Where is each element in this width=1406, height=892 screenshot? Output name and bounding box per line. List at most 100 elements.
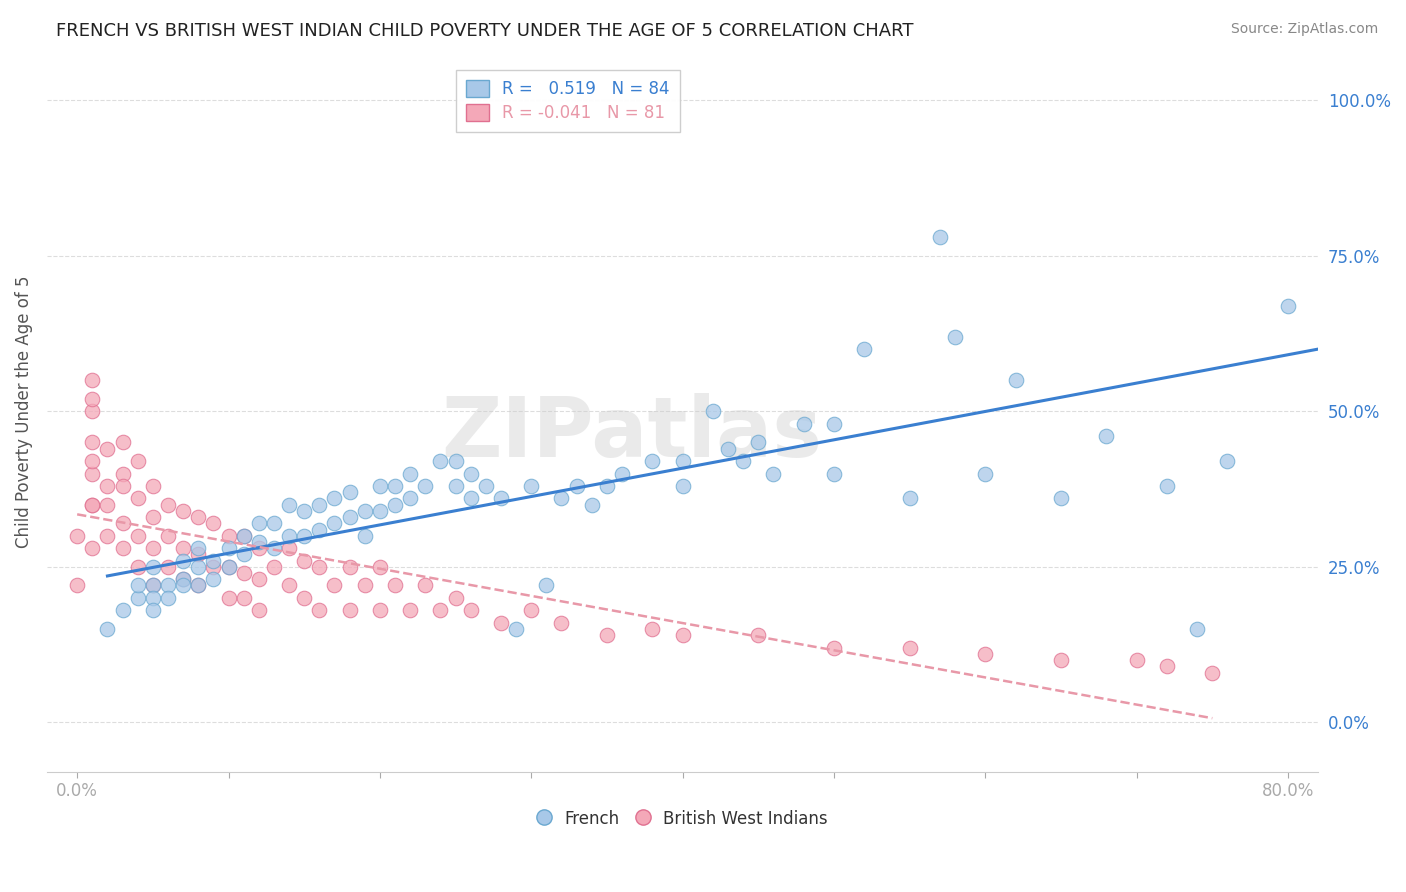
Point: [399, 491, 422, 506]
Point: [1125, 653, 1147, 667]
Point: [413, 578, 436, 592]
Point: [218, 529, 240, 543]
Legend: French, British West Indians: French, British West Indians: [530, 801, 835, 836]
Point: [1185, 622, 1208, 636]
Point: [232, 591, 254, 605]
Text: ZIPatlas: ZIPatlas: [441, 392, 823, 474]
Point: [82, 373, 104, 387]
Point: [127, 491, 149, 506]
Point: [823, 417, 845, 431]
Point: [429, 454, 451, 468]
Point: [187, 510, 209, 524]
Point: [127, 529, 149, 543]
Point: [1050, 653, 1073, 667]
Point: [368, 603, 391, 617]
Point: [1050, 491, 1073, 506]
Point: [111, 479, 134, 493]
Point: [323, 578, 346, 592]
Point: [232, 529, 254, 543]
Point: [172, 578, 194, 592]
Point: [384, 498, 406, 512]
Point: [793, 417, 815, 431]
Point: [156, 591, 179, 605]
Point: [747, 435, 769, 450]
Point: [278, 529, 301, 543]
Point: [368, 559, 391, 574]
Point: [278, 578, 301, 592]
Point: [82, 467, 104, 481]
Point: [292, 504, 315, 518]
Point: [671, 628, 693, 642]
Point: [823, 640, 845, 655]
Point: [142, 559, 165, 574]
Point: [444, 591, 467, 605]
Point: [928, 230, 950, 244]
Point: [82, 435, 104, 450]
Point: [943, 330, 966, 344]
Point: [339, 485, 361, 500]
Point: [142, 479, 165, 493]
Point: [111, 435, 134, 450]
Point: [898, 491, 921, 506]
Point: [429, 603, 451, 617]
Point: [353, 529, 375, 543]
Point: [384, 479, 406, 493]
Point: [172, 504, 194, 518]
Point: [733, 454, 755, 468]
Point: [292, 591, 315, 605]
Point: [308, 603, 330, 617]
Point: [142, 603, 165, 617]
Point: [187, 578, 209, 592]
Point: [218, 591, 240, 605]
Point: [187, 559, 209, 574]
Point: [96, 479, 118, 493]
Point: [111, 603, 134, 617]
Point: [96, 622, 118, 636]
Point: [489, 615, 512, 630]
Point: [671, 454, 693, 468]
Point: [853, 342, 876, 356]
Point: [247, 535, 270, 549]
Point: [641, 622, 664, 636]
Point: [308, 523, 330, 537]
Point: [142, 578, 165, 592]
Point: [156, 559, 179, 574]
Point: [142, 591, 165, 605]
Point: [263, 541, 285, 556]
Point: [156, 498, 179, 512]
Point: [489, 491, 512, 506]
Point: [444, 479, 467, 493]
Point: [202, 572, 225, 586]
Y-axis label: Child Poverty Under the Age of 5: Child Poverty Under the Age of 5: [15, 275, 32, 548]
Point: [142, 578, 165, 592]
Point: [142, 541, 165, 556]
Point: [82, 404, 104, 418]
Point: [247, 603, 270, 617]
Point: [187, 578, 209, 592]
Point: [353, 578, 375, 592]
Point: [218, 541, 240, 556]
Point: [111, 467, 134, 481]
Point: [460, 467, 482, 481]
Point: [413, 479, 436, 493]
Point: [218, 559, 240, 574]
Point: [127, 454, 149, 468]
Point: [202, 553, 225, 567]
Text: FRENCH VS BRITISH WEST INDIAN CHILD POVERTY UNDER THE AGE OF 5 CORRELATION CHART: FRENCH VS BRITISH WEST INDIAN CHILD POVE…: [56, 22, 914, 40]
Point: [232, 548, 254, 562]
Point: [247, 541, 270, 556]
Point: [1277, 299, 1299, 313]
Point: [142, 510, 165, 524]
Point: [610, 467, 633, 481]
Point: [247, 516, 270, 531]
Point: [323, 516, 346, 531]
Point: [1156, 659, 1178, 673]
Point: [278, 541, 301, 556]
Point: [641, 454, 664, 468]
Point: [717, 442, 740, 456]
Point: [292, 553, 315, 567]
Point: [368, 504, 391, 518]
Point: [127, 578, 149, 592]
Text: Source: ZipAtlas.com: Source: ZipAtlas.com: [1230, 22, 1378, 37]
Point: [172, 572, 194, 586]
